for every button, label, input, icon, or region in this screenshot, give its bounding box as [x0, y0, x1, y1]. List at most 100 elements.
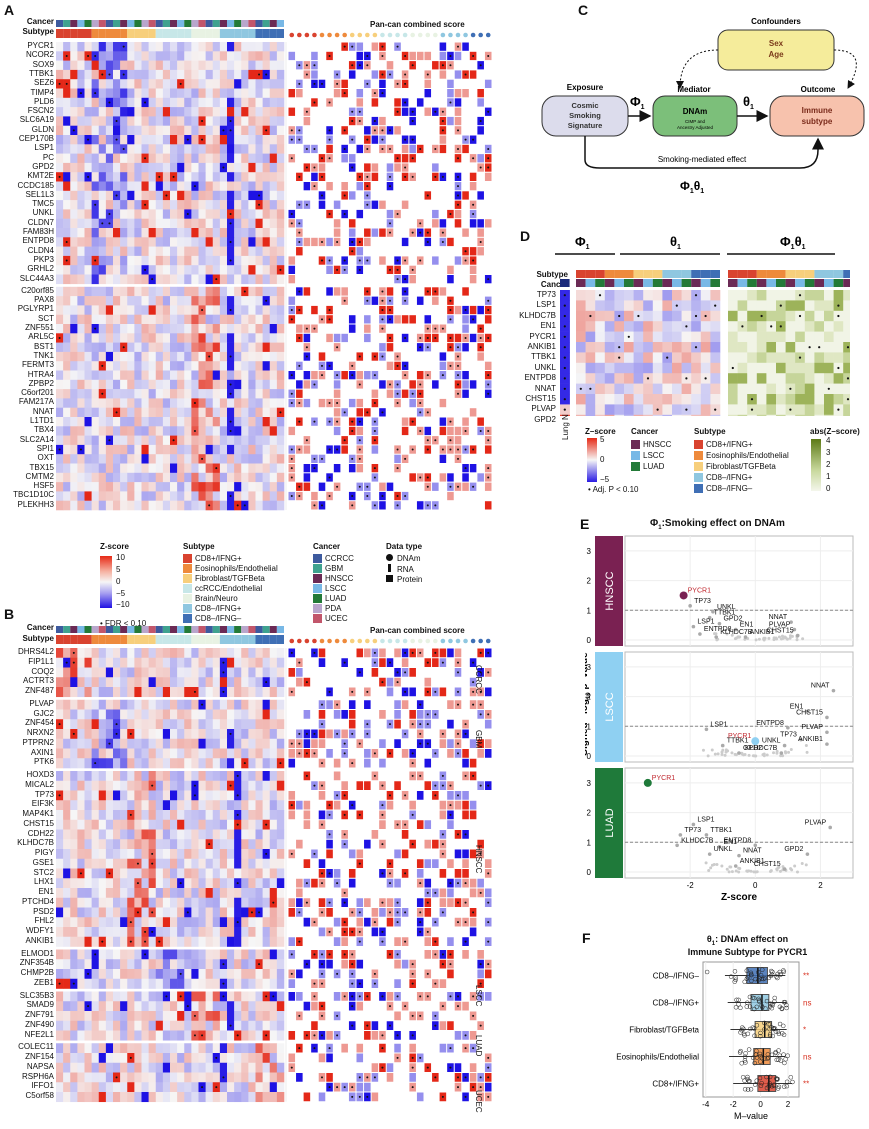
heatmap-cell	[91, 500, 100, 511]
pancan-cell	[462, 315, 469, 324]
heatmap-cell	[241, 200, 249, 210]
heatmap-cell	[269, 417, 278, 427]
heatmap-cell	[105, 1001, 114, 1012]
pancan-cell	[296, 800, 303, 810]
heatmap-cell	[98, 60, 107, 71]
heatmap-cell	[162, 60, 171, 71]
fdr-dot	[419, 429, 422, 432]
fdr-dot	[404, 278, 407, 281]
pancan-cell	[311, 878, 318, 888]
pancan-cell	[454, 219, 462, 228]
gene-label: CEP170B	[18, 134, 54, 143]
heatmap-cell	[241, 398, 249, 408]
heatmap-cell	[98, 1011, 107, 1022]
fdr-dot	[419, 411, 422, 414]
heatmap-cell	[212, 888, 221, 899]
pancan-cell	[311, 371, 318, 380]
heatmap-cell	[113, 342, 121, 353]
heatmap-cell	[170, 849, 178, 860]
heatmap-cell	[198, 255, 206, 266]
heatmap-cell	[219, 738, 228, 749]
heatmap-cell	[234, 1011, 242, 1022]
heatmap-cell	[127, 454, 135, 464]
heatmap-cell	[269, 218, 278, 229]
heatmap-cell	[56, 657, 64, 668]
subtype-legend-label: ccRCC/Endothelial	[195, 584, 263, 593]
heatmap-cell	[198, 69, 206, 80]
fdr-dot	[336, 402, 339, 405]
pancan-cell	[409, 473, 416, 482]
heatmap-cell	[113, 454, 121, 464]
pancan-cell	[311, 51, 318, 61]
heatmap-cell	[84, 218, 92, 229]
heatmap-cell	[234, 172, 242, 182]
heatmap-cell	[127, 324, 135, 334]
heatmap-cell	[63, 265, 71, 275]
pancan-cell	[318, 927, 326, 937]
heatmap-cell	[70, 51, 78, 61]
subtype-legend-item: CD8–/IFNG+	[183, 604, 278, 614]
heatmap-cell	[219, 135, 228, 145]
heatmap-cell	[84, 819, 92, 830]
heatmap-cell	[255, 780, 263, 791]
heatmap-cell	[84, 868, 92, 879]
pancan-cell	[484, 79, 492, 88]
pancan-cell	[469, 878, 477, 888]
fdr-dot	[464, 940, 467, 943]
pancan-cell	[424, 79, 432, 88]
pancan-cell	[401, 144, 409, 154]
heatmap-cell	[191, 88, 199, 99]
heatmap-cell	[241, 917, 249, 928]
heatmap-cell	[155, 296, 164, 306]
heatmap-cell	[219, 858, 228, 869]
fdr-dot	[305, 774, 308, 777]
heatmap-cell	[70, 748, 78, 759]
heatmap-cell	[198, 51, 206, 61]
heatmap-cell	[134, 314, 142, 325]
cancer-annotation-cell	[98, 626, 106, 633]
fdr-dot	[186, 213, 189, 216]
subtype-legend-item: CD8–/IFNG–	[183, 614, 278, 624]
heatmap-cell	[234, 162, 242, 173]
heatmap-cell	[177, 200, 185, 210]
heatmap-cell	[77, 829, 85, 840]
heatmap-cell	[255, 936, 263, 947]
heatmap-cell	[255, 51, 263, 61]
gene-label: PGLYRP1	[17, 304, 54, 314]
pancan-cell	[311, 305, 318, 315]
pancan-cell	[462, 749, 469, 758]
heatmap-cell	[127, 153, 135, 164]
subtype-annotation-cell	[134, 29, 142, 38]
heatmap-cell	[148, 978, 157, 989]
heatmap-cell	[184, 472, 192, 483]
fdr-dot	[441, 64, 444, 67]
heatmap-cell	[98, 324, 107, 334]
heatmap-cell	[255, 482, 263, 492]
heatmap-cell	[63, 1020, 71, 1031]
heatmap-cell	[241, 153, 249, 164]
heatmap-cell	[120, 1020, 128, 1031]
heatmap-cell	[98, 305, 107, 315]
heatmap-cell	[63, 426, 71, 436]
heatmap-cell	[255, 927, 263, 938]
pancan-cell	[386, 482, 394, 491]
heatmap-cell	[120, 463, 128, 474]
heatmap-cell	[91, 454, 100, 464]
heatmap-cell	[70, 969, 78, 980]
pancan-cell	[469, 408, 477, 417]
heatmap-cell	[155, 228, 164, 238]
heatmap-cell	[184, 978, 192, 989]
fdr-dot	[441, 175, 444, 178]
fdr-dot	[373, 921, 376, 924]
gene-label: KLHDC7B	[17, 838, 54, 848]
heatmap-cell	[184, 444, 192, 455]
heatmap-cell	[205, 1011, 214, 1022]
heatmap-cell	[184, 748, 192, 759]
heatmap-cell	[134, 444, 142, 455]
pancan-cell	[326, 265, 333, 274]
heatmap-cell	[148, 969, 157, 980]
heatmap-cell	[162, 1001, 171, 1012]
heatmap-cell	[241, 97, 249, 108]
heatmap-cell	[84, 228, 92, 238]
fdr-dot	[108, 222, 111, 225]
